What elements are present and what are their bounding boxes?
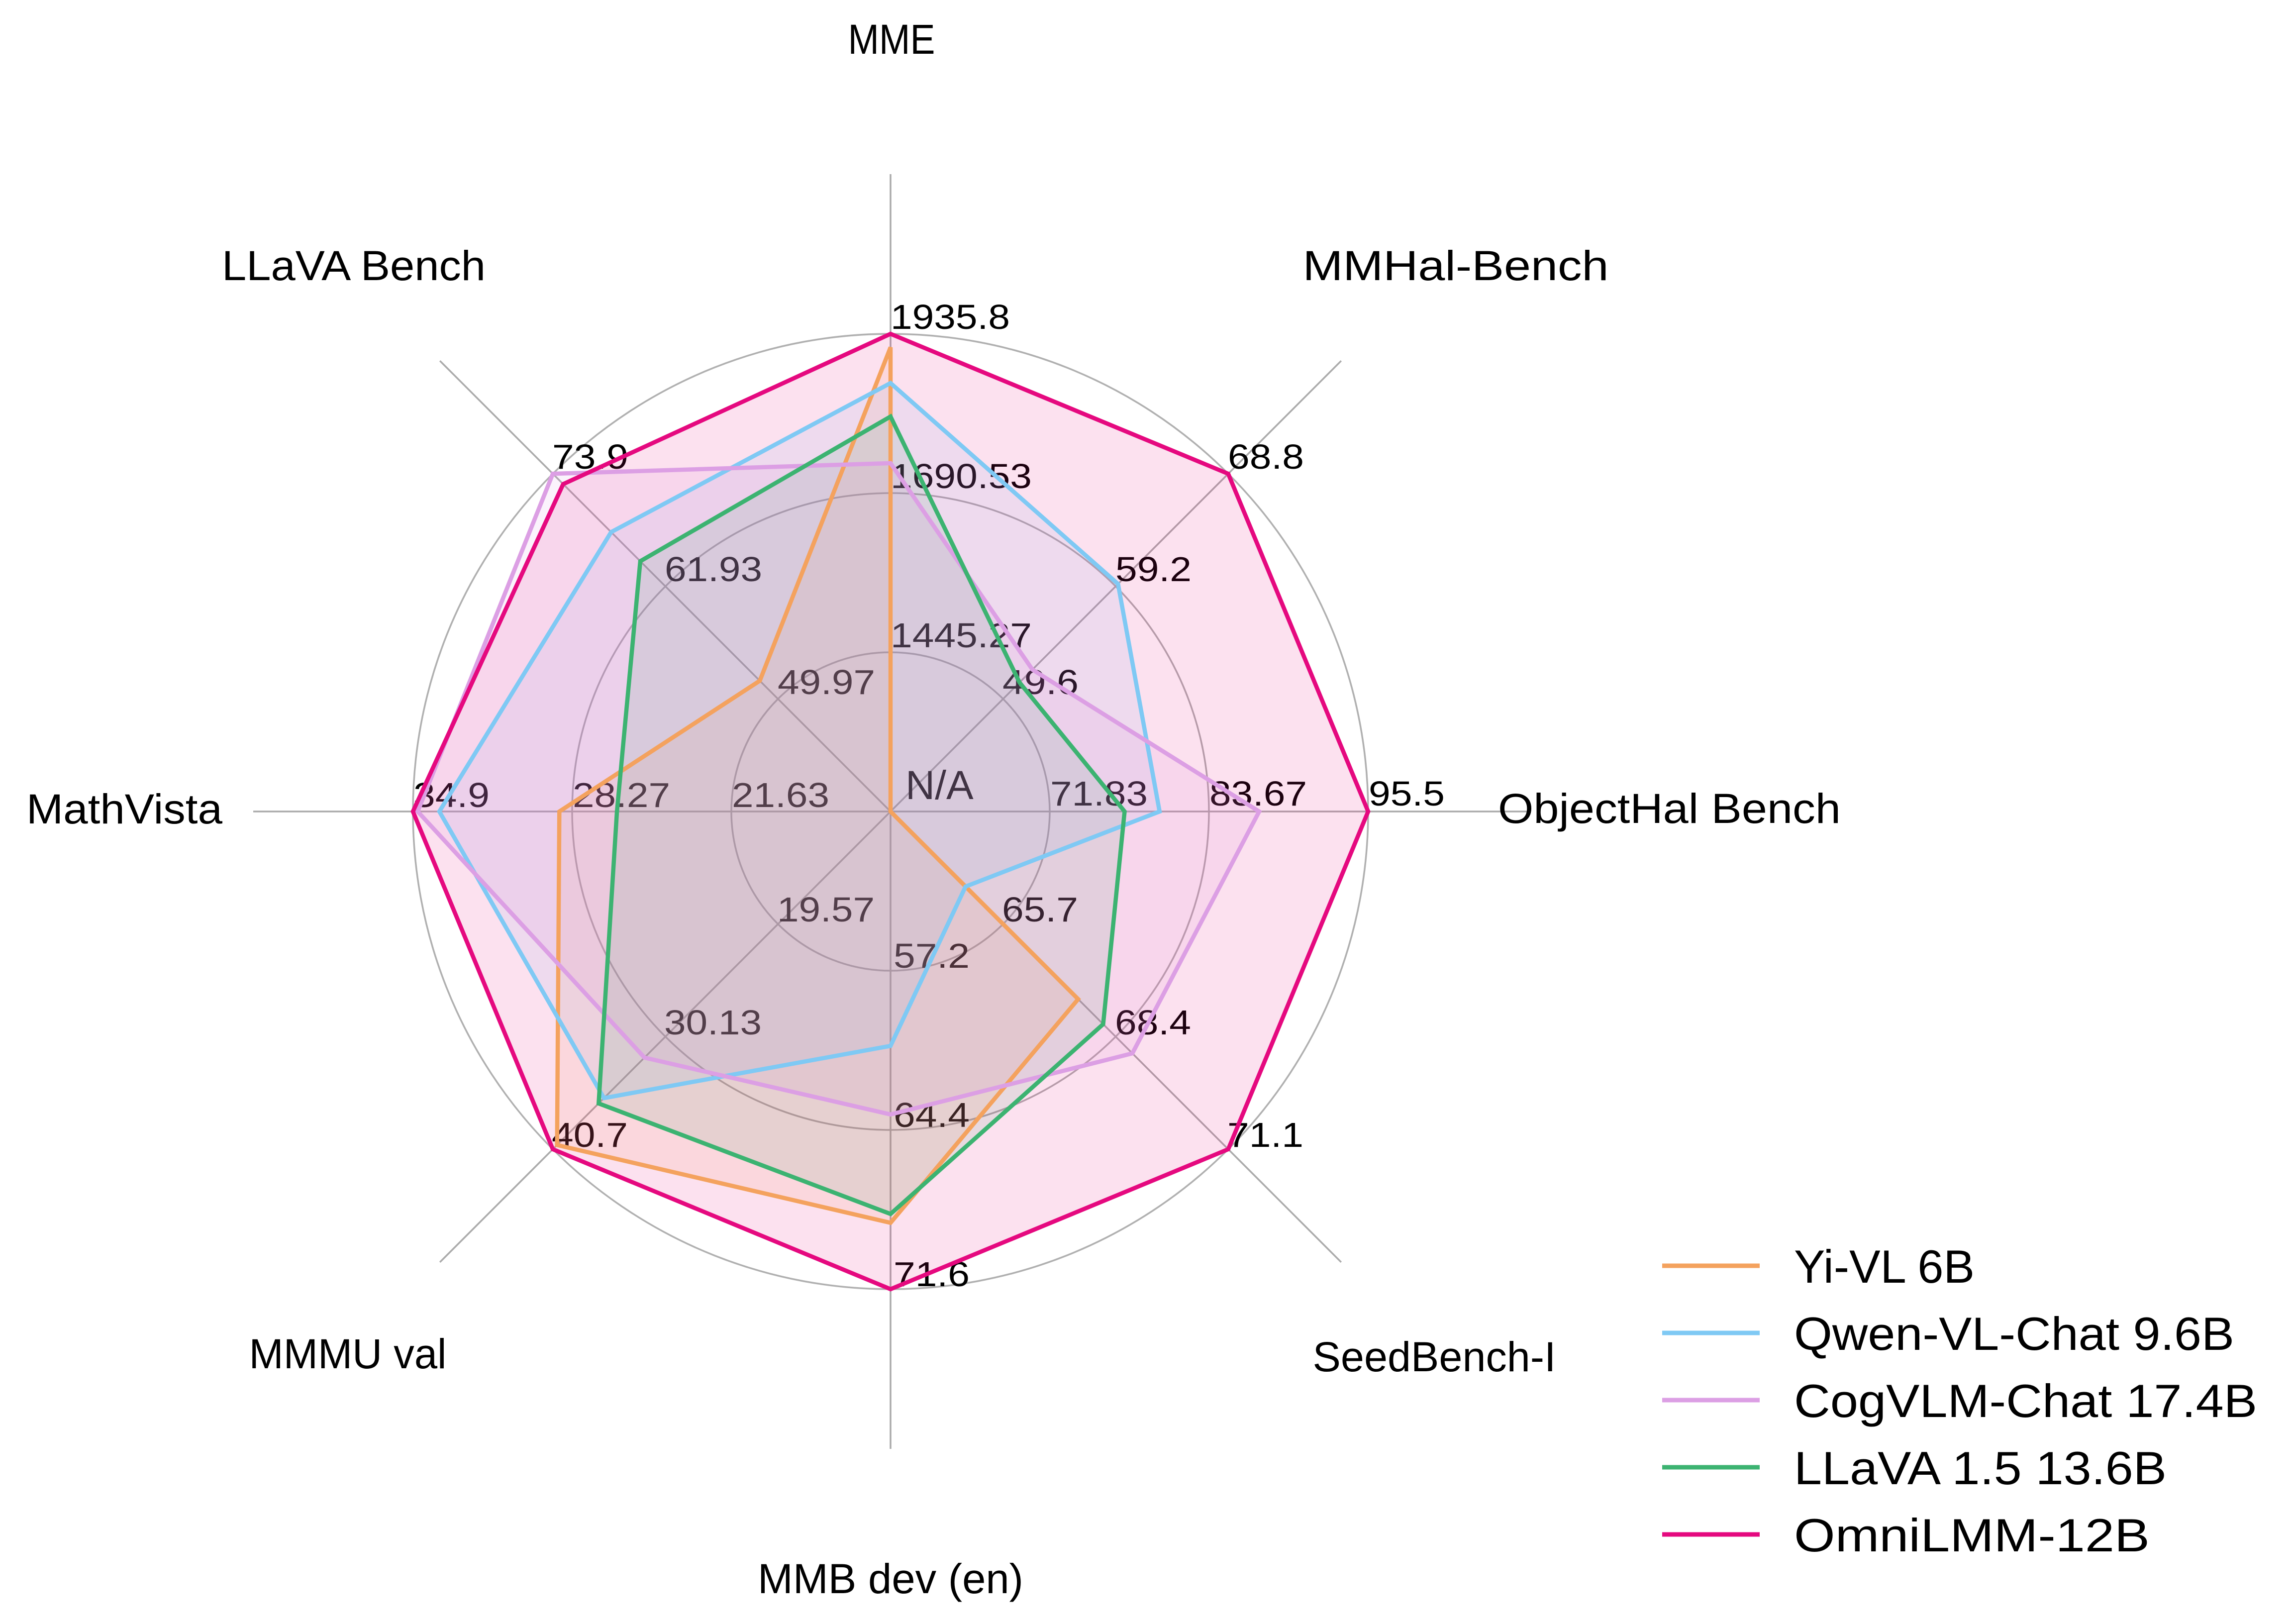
svg-text:95.5: 95.5 [1369,774,1445,813]
svg-text:CogVLM-Chat 17.4B: CogVLM-Chat 17.4B [1794,1375,2257,1427]
svg-text:Yi-VL 6B: Yi-VL 6B [1794,1240,1975,1293]
svg-text:65.7: 65.7 [1002,890,1078,929]
svg-text:MMHal-Bench: MMHal-Bench [1303,242,1609,289]
svg-text:SeedBench-I: SeedBench-I [1313,1333,1556,1380]
svg-text:MME: MME [848,16,935,63]
svg-text:MathVista: MathVista [26,786,222,832]
svg-text:30.13: 30.13 [664,1003,762,1042]
svg-text:49.97: 49.97 [778,663,875,702]
svg-text:59.2: 59.2 [1115,550,1192,589]
svg-text:1935.8: 1935.8 [891,298,1010,336]
svg-text:83.67: 83.67 [1209,774,1307,813]
svg-text:LLaVA Bench: LLaVA Bench [222,242,486,289]
svg-text:MMMU val: MMMU val [249,1330,447,1377]
svg-text:LLaVA 1.5 13.6B: LLaVA 1.5 13.6B [1794,1442,2167,1494]
svg-text:ObjectHal Bench: ObjectHal Bench [1498,785,1841,832]
svg-text:19.57: 19.57 [777,890,875,929]
svg-text:OmniLMM-12B: OmniLMM-12B [1794,1509,2150,1561]
svg-text:MMB dev (en): MMB dev (en) [758,1555,1023,1602]
svg-text:68.8: 68.8 [1228,437,1304,476]
svg-text:21.63: 21.63 [732,776,829,814]
svg-text:Qwen-VL-Chat 9.6B: Qwen-VL-Chat 9.6B [1794,1308,2234,1360]
svg-text:61.93: 61.93 [665,550,762,589]
svg-text:N/A: N/A [905,763,974,808]
